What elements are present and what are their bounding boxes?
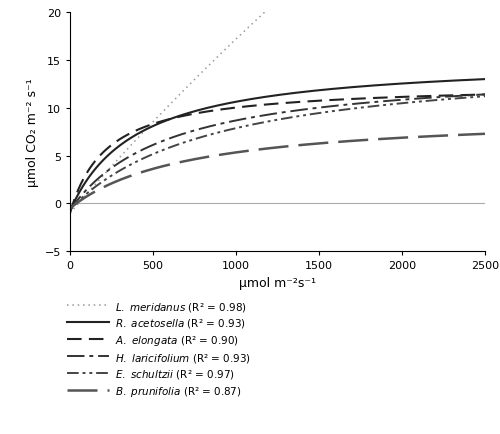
X-axis label: μmol m⁻²s⁻¹: μmol m⁻²s⁻¹ (239, 276, 316, 289)
Legend: $\it{L.}$ $\it{meridanus}$ (R² = 0.98), $\it{R.}$ $\it{acetosella}$ (R² = 0.93),: $\it{L.}$ $\it{meridanus}$ (R² = 0.98), … (67, 300, 251, 398)
Y-axis label: μmol CO₂ m⁻² s⁻¹: μmol CO₂ m⁻² s⁻¹ (26, 78, 39, 187)
